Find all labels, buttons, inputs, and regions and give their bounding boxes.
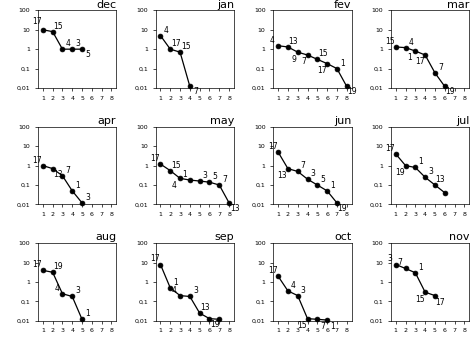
Text: 7: 7 (398, 258, 402, 267)
Text: 15: 15 (415, 295, 424, 304)
Text: 4: 4 (172, 181, 177, 190)
Text: 1: 1 (173, 278, 178, 287)
Text: 19: 19 (395, 168, 405, 177)
Text: 5: 5 (85, 50, 90, 59)
Text: 1: 1 (75, 181, 80, 190)
Text: 7: 7 (193, 88, 198, 97)
Text: 3: 3 (388, 255, 392, 264)
Text: 17: 17 (32, 156, 42, 165)
Text: 1: 1 (182, 170, 187, 179)
Text: 3: 3 (85, 193, 90, 202)
Text: 19: 19 (54, 262, 63, 271)
Text: 4: 4 (55, 284, 59, 293)
Text: 17: 17 (317, 66, 327, 75)
Text: 5: 5 (213, 172, 218, 181)
Text: 13: 13 (230, 204, 239, 213)
Text: 19: 19 (337, 204, 347, 213)
Text: 1: 1 (408, 53, 412, 62)
Text: jun: jun (334, 116, 352, 126)
Text: 17: 17 (268, 142, 277, 151)
Text: 4: 4 (172, 286, 177, 295)
Text: 3: 3 (428, 167, 433, 176)
Text: 7: 7 (301, 161, 306, 170)
Text: 1: 1 (330, 323, 335, 332)
Text: 17: 17 (171, 39, 181, 48)
Text: 17: 17 (32, 17, 42, 26)
Text: 13: 13 (278, 171, 287, 180)
Text: jul: jul (456, 116, 469, 126)
Text: fev: fev (334, 0, 352, 10)
Text: 13: 13 (289, 37, 298, 46)
Text: 19: 19 (347, 88, 357, 97)
Text: 15: 15 (385, 37, 395, 46)
Text: 9: 9 (291, 55, 296, 63)
Text: 3: 3 (193, 286, 198, 295)
Text: 4: 4 (164, 26, 168, 34)
Text: 1: 1 (340, 59, 345, 68)
Text: 17: 17 (436, 298, 445, 307)
Text: 15: 15 (318, 49, 328, 58)
Text: 4: 4 (291, 281, 296, 290)
Text: 5: 5 (320, 175, 325, 184)
Text: 13: 13 (436, 175, 445, 184)
Text: 7: 7 (65, 166, 71, 175)
Text: 4: 4 (65, 39, 71, 48)
Text: 17: 17 (415, 58, 424, 67)
Text: 15: 15 (54, 22, 63, 31)
Text: 17: 17 (32, 260, 42, 269)
Text: 17: 17 (150, 255, 160, 264)
Text: 1: 1 (419, 157, 423, 166)
Text: oct: oct (334, 233, 352, 243)
Text: 15: 15 (181, 42, 191, 51)
Text: 7: 7 (438, 63, 443, 72)
Text: dec: dec (96, 0, 116, 10)
Text: 3: 3 (75, 39, 80, 48)
Text: 3: 3 (301, 286, 306, 295)
Text: 13: 13 (201, 303, 210, 312)
Text: 3: 3 (310, 169, 316, 178)
Text: aug: aug (95, 233, 116, 243)
Text: 3: 3 (75, 286, 80, 295)
Text: 15: 15 (171, 160, 181, 170)
Text: 4: 4 (270, 36, 275, 45)
Text: jan: jan (217, 0, 234, 10)
Text: may: may (210, 116, 234, 126)
Text: 17: 17 (268, 266, 277, 275)
Text: 15: 15 (297, 321, 307, 330)
Text: mar: mar (447, 0, 469, 10)
Text: 1: 1 (85, 309, 90, 318)
Text: 7: 7 (320, 322, 325, 331)
Text: nov: nov (449, 233, 469, 243)
Text: 1: 1 (330, 181, 335, 190)
Text: 7: 7 (222, 175, 227, 184)
Text: 19: 19 (446, 88, 455, 97)
Text: sep: sep (214, 233, 234, 243)
Text: 13: 13 (54, 170, 63, 179)
Text: 17: 17 (385, 144, 395, 153)
Text: 3: 3 (203, 171, 208, 180)
Text: 1: 1 (419, 263, 423, 272)
Text: 7: 7 (301, 58, 306, 67)
Text: 19: 19 (210, 320, 220, 329)
Text: 4: 4 (409, 38, 413, 47)
Text: 17: 17 (150, 154, 160, 163)
Text: apr: apr (98, 116, 116, 126)
